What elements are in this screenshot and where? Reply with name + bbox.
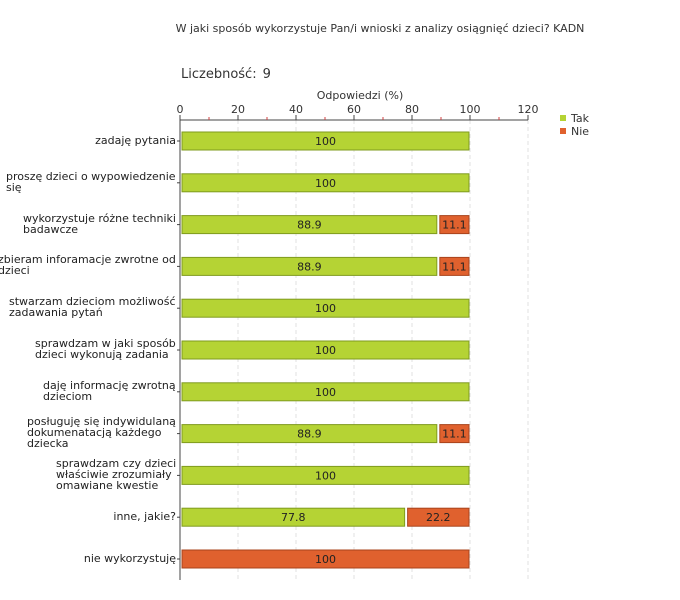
bar-value-label: 100 — [315, 469, 336, 482]
category-label: zbieram inforamacje zwrotne od dzieci — [0, 253, 176, 278]
bar-value-label: 11.1 — [442, 428, 467, 441]
bar-value-label: 77.8 — [281, 511, 306, 524]
bar-tak — [181, 173, 470, 193]
bar-tak — [181, 424, 438, 444]
category-label: wykorzystuje różne techniki badawcze — [23, 211, 176, 236]
bar-tak — [181, 340, 470, 360]
bar-nie — [439, 424, 470, 444]
bar-nie — [439, 256, 470, 276]
bar-tak — [181, 298, 470, 318]
bar-tak — [181, 507, 406, 527]
bar-value-label: 100 — [315, 553, 336, 566]
x-tick-label-100: 100 — [460, 103, 481, 116]
x-tick-label-20: 20 — [231, 103, 245, 116]
bar-value-label: 22.2 — [426, 511, 451, 524]
bar-value-label: 88.9 — [297, 219, 322, 232]
sample-size-label: Liczebność: — [181, 67, 257, 82]
bar-value-label: 100 — [315, 177, 336, 190]
bar-value-label: 88.9 — [297, 260, 322, 273]
category-label: stwarzam dzieciom możliwość zadawania pyt… — [9, 295, 176, 320]
bar-value-label: 100 — [315, 344, 336, 357]
x-axis-title: Odpowiedzi (%) — [317, 89, 404, 102]
bar-value-label: 11.1 — [442, 260, 467, 273]
bar-value-label: 88.9 — [297, 428, 322, 441]
category-label: zadaję pytania — [95, 133, 176, 147]
category-label: sprawdzam czy dzieci właściwie zrozumiały… — [56, 456, 177, 492]
category-label: proszę dzieci o wypowiedzenie się — [6, 169, 176, 194]
category-label: daję informację zwrotną dzieciom — [43, 378, 176, 403]
bar-tak — [181, 382, 470, 402]
bar-value-label: 100 — [315, 302, 336, 315]
bar-nie — [439, 215, 470, 235]
category-label: posługuję się indywidulaną dokumenatacją … — [27, 415, 176, 451]
bar-nie — [181, 549, 470, 569]
x-tick-label-80: 80 — [405, 103, 419, 116]
x-tick-label-40: 40 — [289, 103, 303, 116]
x-tick-label-120: 120 — [518, 103, 539, 116]
sample-size: Liczebność: 9 — [181, 67, 271, 82]
bar-tak — [181, 465, 470, 485]
legend-swatch-nie — [560, 128, 566, 134]
bar-tak — [181, 256, 438, 276]
bar-nie — [407, 507, 470, 527]
category-label: nie wykorzystuję — [83, 551, 176, 565]
x-tick-label-0: 0 — [177, 103, 184, 116]
category-label: sprawdzam w jaki sposób dzieci wykonują z… — [35, 337, 176, 361]
category-label: inne, jakie? — [113, 509, 176, 523]
legend-label-nie: Nie — [571, 125, 589, 138]
legend-swatch-tak — [560, 115, 566, 121]
x-tick-label-60: 60 — [347, 103, 361, 116]
sample-size-value: 9 — [262, 67, 271, 82]
bar-value-label: 11.1 — [442, 219, 467, 232]
bar-value-label: 100 — [315, 135, 336, 148]
chart-title: W jaki sposób wykorzystuje Pan/i wnioski… — [175, 22, 585, 35]
bar-value-label: 100 — [315, 386, 336, 399]
bar-tak — [181, 131, 470, 151]
bar-tak — [181, 215, 438, 235]
legend-label-tak: Tak — [570, 112, 590, 125]
